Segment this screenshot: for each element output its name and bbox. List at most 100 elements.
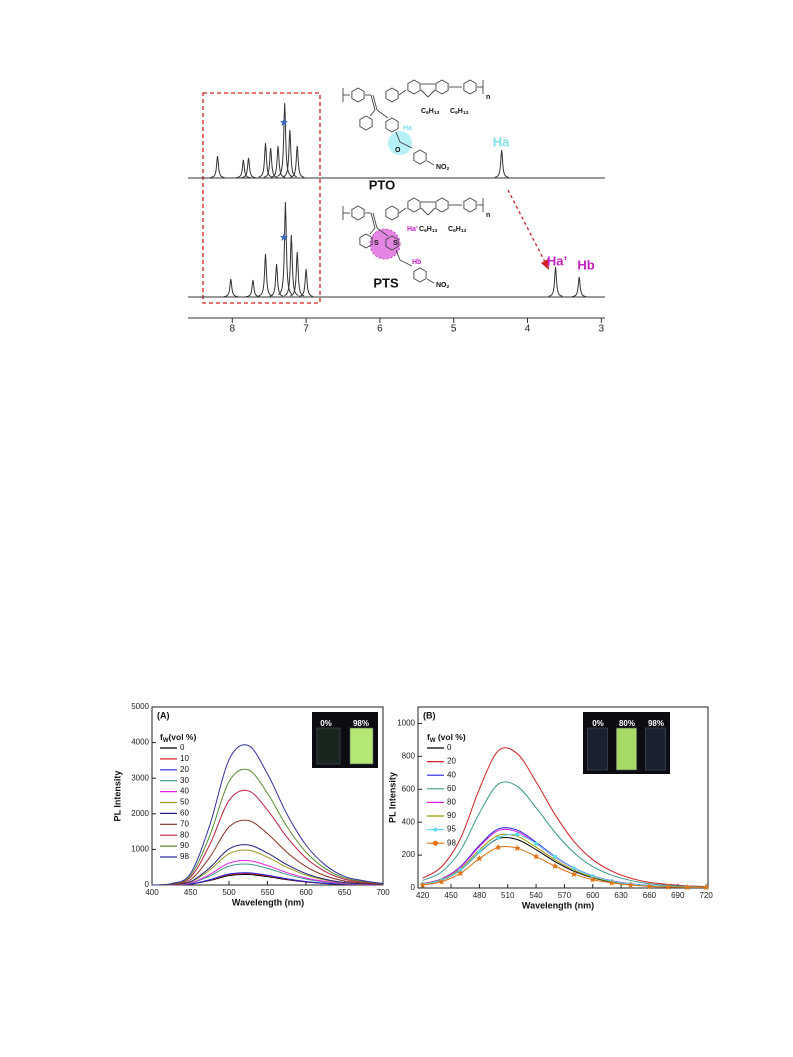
x-tick-label: 3 xyxy=(599,324,605,335)
peak xyxy=(236,159,251,179)
cuvette xyxy=(316,727,341,765)
structure-label: Hb xyxy=(412,259,421,266)
legend-label: 90 xyxy=(180,841,189,850)
point-marker xyxy=(515,832,520,837)
text-part: Hb xyxy=(412,259,421,266)
point-marker xyxy=(438,878,445,885)
ring xyxy=(385,117,399,133)
bond xyxy=(370,94,376,111)
y-tick-label: 1000 xyxy=(131,845,149,854)
legend-label: 70 xyxy=(180,819,189,828)
text-part: 6 xyxy=(453,228,456,234)
bond xyxy=(369,109,376,117)
series-line xyxy=(422,781,707,888)
legend-label: 90 xyxy=(447,811,456,820)
text-part: C xyxy=(419,226,424,233)
point-marker xyxy=(496,835,501,840)
bond xyxy=(370,212,376,229)
text-part: H xyxy=(429,108,434,115)
point-marker xyxy=(552,854,557,859)
bond xyxy=(395,131,401,143)
series-line xyxy=(151,789,384,886)
inset-label: 0% xyxy=(320,719,332,728)
text-part: Ha’ xyxy=(407,226,418,233)
x-tick-label: 690 xyxy=(671,891,685,900)
x-tick-label: 6 xyxy=(377,324,383,335)
structure-label: C6H13 xyxy=(419,226,438,234)
text-part: H xyxy=(458,108,463,115)
ring xyxy=(385,205,399,221)
peak xyxy=(210,155,225,178)
text-part: Ha xyxy=(403,125,412,132)
ring xyxy=(407,197,421,213)
inset-label: 0% xyxy=(592,719,604,728)
highlight-box xyxy=(202,92,321,304)
text-part: 6 xyxy=(424,228,427,234)
series-line xyxy=(151,819,384,886)
structure-label: C6H13 xyxy=(421,108,440,116)
y-tick-label: 2000 xyxy=(131,809,149,818)
point-marker xyxy=(702,884,710,891)
point-marker xyxy=(589,876,597,883)
peak xyxy=(258,142,273,178)
bond xyxy=(372,94,378,111)
bond xyxy=(427,89,436,98)
legend-label: 40 xyxy=(180,787,189,796)
bond xyxy=(372,212,378,229)
x-axis-title: Wavelength (nm) xyxy=(232,897,304,907)
peak xyxy=(223,278,238,298)
series-line xyxy=(422,747,707,888)
ring xyxy=(359,115,373,131)
text-part: NO xyxy=(436,164,447,171)
bond xyxy=(376,109,389,119)
peak-star xyxy=(280,233,288,241)
peak xyxy=(263,147,278,178)
x-tick-label: 630 xyxy=(614,891,628,900)
y-tick-label: 1000 xyxy=(397,719,415,728)
cuvette xyxy=(645,727,666,771)
structure-label: n xyxy=(486,212,490,219)
ring xyxy=(385,87,399,103)
legend-label: 0 xyxy=(180,743,185,752)
text-part: 13 xyxy=(461,228,467,234)
cuvette xyxy=(587,727,608,771)
text-part: n xyxy=(486,94,490,101)
cuvette xyxy=(349,727,374,765)
series-line xyxy=(422,833,707,889)
peak-label: Ha’ xyxy=(547,253,567,268)
y-tick-label: 4000 xyxy=(131,738,149,747)
series-line xyxy=(151,844,384,886)
x-tick-label: 500 xyxy=(222,888,236,897)
point-marker xyxy=(571,866,576,871)
bond xyxy=(369,227,376,235)
bond xyxy=(399,141,413,149)
text-part: H xyxy=(427,226,432,233)
ring xyxy=(407,79,421,95)
x-tick-label: 7 xyxy=(303,324,309,335)
legend-marker xyxy=(433,840,438,846)
structure-label: NO2 xyxy=(436,164,450,172)
text-part: n xyxy=(486,212,490,219)
shift-arrow xyxy=(507,189,547,265)
x-tick-label: 450 xyxy=(184,888,198,897)
legend-label: 10 xyxy=(180,754,189,763)
peak xyxy=(258,253,273,297)
structure-label: Ha xyxy=(403,125,412,132)
point-marker xyxy=(495,843,502,851)
legend-label: 30 xyxy=(180,776,189,785)
text-part: W xyxy=(430,738,436,744)
text-part: H xyxy=(456,226,461,233)
structure-label: C6H13 xyxy=(450,108,469,116)
structure-label: S xyxy=(374,240,379,247)
x-tick-label: 400 xyxy=(145,888,159,897)
peak-label: Hb xyxy=(577,257,594,272)
ring xyxy=(413,149,427,165)
series-line xyxy=(151,768,384,886)
peak xyxy=(298,268,314,297)
y-tick-label: 600 xyxy=(402,784,416,793)
legend-label: 80 xyxy=(180,830,189,839)
text-part: 13 xyxy=(463,110,469,116)
point-marker xyxy=(570,870,578,877)
peak xyxy=(290,145,305,178)
legend-label: 0 xyxy=(447,743,452,752)
